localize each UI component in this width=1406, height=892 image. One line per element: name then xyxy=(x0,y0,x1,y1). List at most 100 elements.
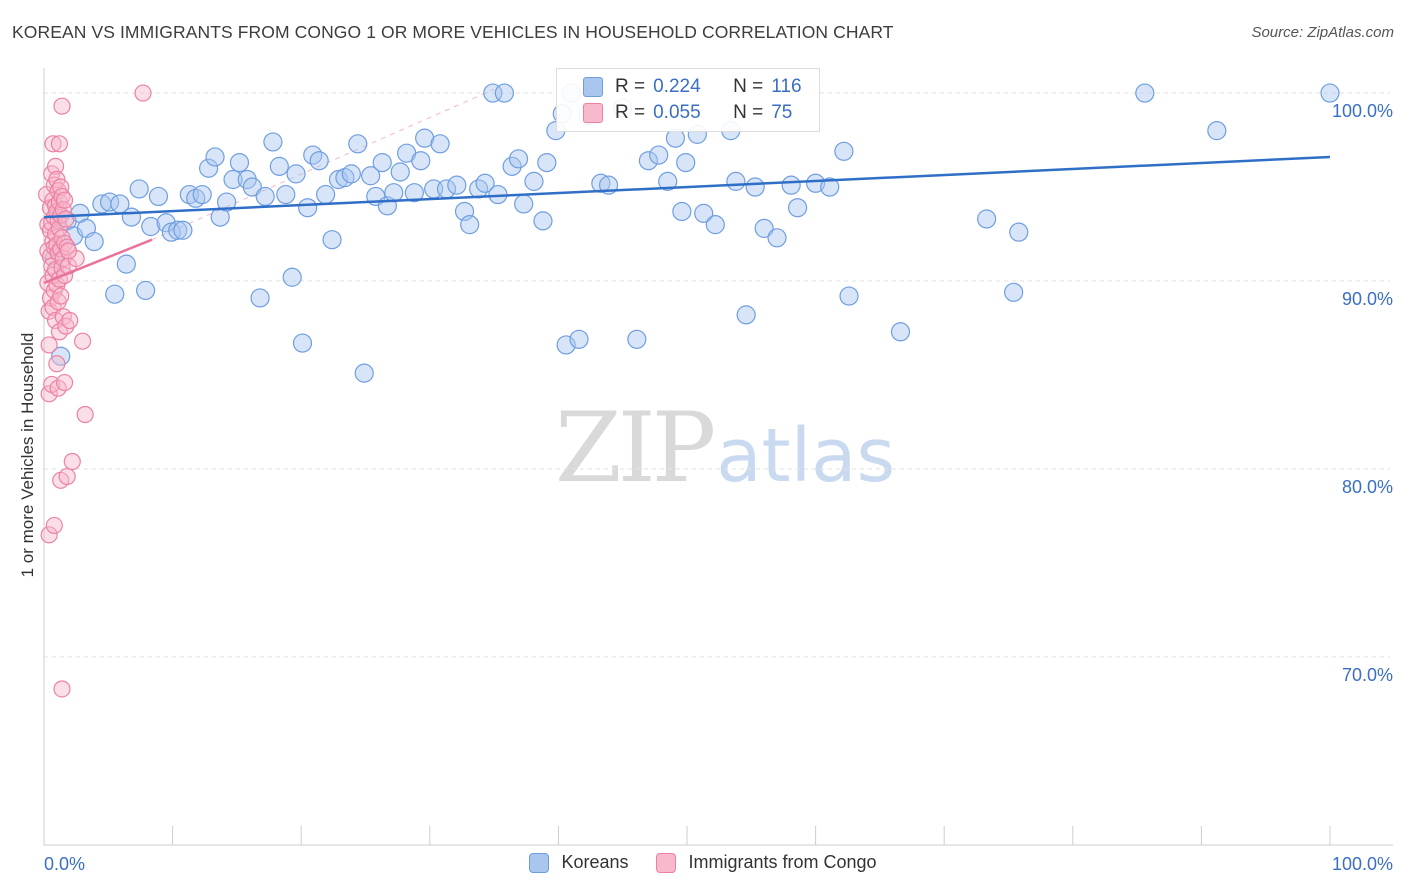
point-koreans xyxy=(156,213,176,233)
point-koreans xyxy=(121,207,142,227)
point-koreans xyxy=(1320,83,1340,103)
zipatlas-watermark: ZIPatlas xyxy=(555,400,895,497)
point-congo xyxy=(55,191,74,209)
legend-r-label: R = xyxy=(615,102,646,123)
point-koreans xyxy=(250,288,270,308)
point-koreans xyxy=(316,184,336,205)
point-koreans xyxy=(390,162,410,182)
point-koreans xyxy=(348,134,368,154)
point-koreans xyxy=(430,134,450,154)
point-congo xyxy=(76,405,94,424)
point-koreans xyxy=(805,173,826,193)
point-congo xyxy=(45,516,63,535)
legend-n-value: 75 xyxy=(771,102,793,123)
point-koreans xyxy=(460,215,480,235)
point-koreans xyxy=(524,171,544,191)
point-congo xyxy=(52,287,70,305)
point-koreans xyxy=(1207,121,1227,141)
point-congo xyxy=(50,135,69,153)
point-koreans xyxy=(1004,282,1024,302)
point-koreans xyxy=(129,179,149,199)
legend-label-congo: Immigrants from Congo xyxy=(688,852,877,872)
x-tick-label-max: 100.0% xyxy=(1332,854,1393,874)
legend-swatch-congo xyxy=(583,103,603,123)
point-koreans xyxy=(820,177,840,197)
point-koreans xyxy=(839,286,859,306)
y-tick-label: 90.0% xyxy=(1342,289,1393,309)
y-tick-label: 80.0% xyxy=(1342,477,1393,497)
point-koreans xyxy=(322,230,342,250)
point-koreans xyxy=(745,177,765,197)
point-koreans xyxy=(649,145,669,165)
point-koreans xyxy=(361,166,381,186)
point-koreans xyxy=(141,216,161,237)
point-congo xyxy=(63,452,81,471)
point-koreans xyxy=(242,177,262,197)
point-congo xyxy=(59,242,78,260)
point-koreans xyxy=(502,156,522,176)
point-koreans xyxy=(84,231,104,252)
point-koreans xyxy=(217,192,237,212)
point-koreans xyxy=(309,151,329,171)
point-koreans xyxy=(694,203,714,223)
point-koreans xyxy=(736,305,756,325)
point-congo xyxy=(46,157,65,175)
point-koreans xyxy=(168,220,188,240)
point-koreans xyxy=(447,175,467,195)
point-congo xyxy=(134,84,152,102)
trend-lines xyxy=(43,155,1331,285)
point-congo xyxy=(55,373,74,392)
point-koreans xyxy=(105,284,125,304)
point-koreans xyxy=(298,198,318,218)
point-koreans xyxy=(404,183,424,203)
point-congo xyxy=(44,135,62,153)
point-koreans xyxy=(192,184,212,205)
point-koreans xyxy=(286,164,306,184)
point-koreans xyxy=(627,329,647,349)
point-koreans xyxy=(676,152,696,173)
point-koreans xyxy=(787,198,808,218)
legend-r-label: R = xyxy=(615,76,646,97)
point-koreans xyxy=(1009,222,1029,242)
legend-n-label: N = xyxy=(733,102,764,123)
legend-item-congo[interactable]: Immigrants from Congo xyxy=(656,852,877,873)
point-koreans xyxy=(1135,83,1155,103)
stats-legend: R = 0.224 N = 116 R = 0.055 N = 75 xyxy=(556,68,820,132)
legend-swatch-koreans xyxy=(583,77,603,97)
legend-row-koreans: R = 0.224 N = 116 xyxy=(583,75,816,99)
y-tick-label: 100.0% xyxy=(1332,101,1393,121)
watermark-atlas: atlas xyxy=(716,413,896,499)
point-koreans xyxy=(533,211,553,231)
point-koreans xyxy=(205,147,225,167)
point-koreans xyxy=(767,228,787,248)
series-legend: Koreans Immigrants from Congo xyxy=(0,852,1406,873)
point-koreans xyxy=(726,171,746,191)
point-congo xyxy=(58,467,76,486)
point-koreans xyxy=(341,164,361,184)
axes xyxy=(43,68,1393,846)
y-tick-label: 70.0% xyxy=(1342,665,1393,685)
point-koreans xyxy=(255,186,275,207)
point-koreans xyxy=(282,267,302,287)
point-congo xyxy=(48,355,66,373)
legend-label-koreans: Koreans xyxy=(561,852,629,872)
point-congo xyxy=(40,336,58,354)
chart-source: Source: ZipAtlas.com xyxy=(1251,24,1394,41)
point-koreans xyxy=(781,175,801,195)
point-congo xyxy=(53,680,71,698)
point-koreans xyxy=(173,220,193,240)
x-tick-label-min: 0.0% xyxy=(44,854,85,874)
series-congo xyxy=(37,84,152,698)
legend-row-congo: R = 0.055 N = 75 xyxy=(583,101,806,125)
tick-labels: 100.0% 90.0% 80.0% 70.0% 0.0% 100.0% xyxy=(44,101,1393,874)
point-koreans xyxy=(658,171,678,191)
legend-r-value: 0.224 xyxy=(653,76,701,97)
point-congo xyxy=(57,210,75,228)
series-koreans xyxy=(44,83,1340,383)
legend-item-koreans[interactable]: Koreans xyxy=(529,852,628,873)
point-koreans xyxy=(977,209,997,229)
point-koreans xyxy=(672,201,692,222)
point-koreans xyxy=(754,218,774,238)
legend-swatch-koreans xyxy=(529,852,550,873)
